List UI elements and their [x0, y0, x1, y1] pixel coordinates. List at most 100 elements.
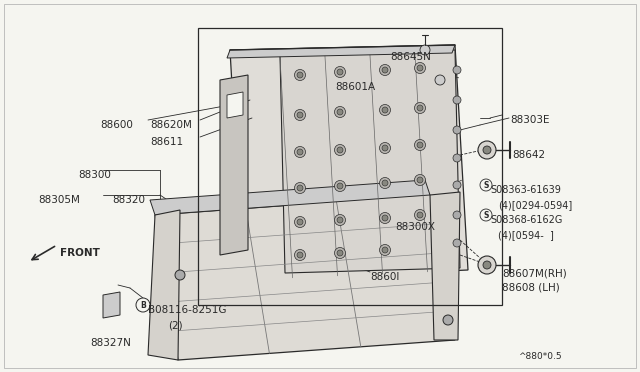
Circle shape	[380, 105, 390, 115]
Circle shape	[294, 109, 305, 121]
Circle shape	[335, 215, 346, 225]
Circle shape	[297, 149, 303, 155]
Circle shape	[453, 181, 461, 189]
Circle shape	[453, 154, 461, 162]
Text: 88645N: 88645N	[390, 52, 431, 62]
Text: S08363-61639: S08363-61639	[490, 185, 561, 195]
Circle shape	[453, 211, 461, 219]
Circle shape	[297, 185, 303, 191]
Circle shape	[335, 67, 346, 77]
Circle shape	[417, 212, 423, 218]
Polygon shape	[155, 195, 455, 360]
Text: S: S	[483, 180, 489, 189]
Circle shape	[335, 144, 346, 155]
Circle shape	[382, 145, 388, 151]
Circle shape	[297, 219, 303, 225]
Text: 88601A: 88601A	[335, 82, 375, 92]
Circle shape	[382, 215, 388, 221]
Circle shape	[337, 250, 343, 256]
Polygon shape	[150, 180, 430, 215]
Text: 88607M(RH): 88607M(RH)	[502, 268, 567, 278]
Circle shape	[415, 209, 426, 221]
Text: 8860I: 8860I	[370, 272, 399, 282]
Bar	[198, 28, 502, 305]
Circle shape	[415, 103, 426, 113]
Circle shape	[480, 209, 492, 221]
Circle shape	[335, 106, 346, 118]
Text: B08116-8251G: B08116-8251G	[148, 305, 227, 315]
Text: 88642: 88642	[512, 150, 545, 160]
Polygon shape	[230, 45, 468, 280]
Circle shape	[453, 96, 461, 104]
Text: 88303E: 88303E	[510, 115, 550, 125]
Circle shape	[453, 239, 461, 247]
Circle shape	[335, 247, 346, 259]
Circle shape	[483, 261, 491, 269]
Circle shape	[478, 141, 496, 159]
Circle shape	[136, 298, 150, 312]
Circle shape	[483, 146, 491, 154]
Circle shape	[443, 315, 453, 325]
Circle shape	[297, 252, 303, 258]
Circle shape	[380, 244, 390, 256]
Circle shape	[478, 256, 496, 274]
Circle shape	[417, 142, 423, 148]
Text: 88320: 88320	[112, 195, 145, 205]
Circle shape	[294, 250, 305, 260]
Polygon shape	[227, 92, 243, 118]
Circle shape	[380, 177, 390, 189]
Polygon shape	[220, 75, 248, 255]
Text: S: S	[483, 211, 489, 219]
Circle shape	[415, 62, 426, 74]
Circle shape	[175, 270, 185, 280]
Text: 88300: 88300	[78, 170, 111, 180]
Polygon shape	[148, 210, 180, 360]
Circle shape	[337, 217, 343, 223]
Circle shape	[337, 183, 343, 189]
Circle shape	[337, 109, 343, 115]
Circle shape	[294, 70, 305, 80]
Circle shape	[453, 126, 461, 134]
Circle shape	[380, 212, 390, 224]
Circle shape	[380, 64, 390, 76]
Circle shape	[417, 105, 423, 111]
Text: (4)[0294-0594]: (4)[0294-0594]	[498, 200, 572, 210]
Text: FRONT: FRONT	[60, 248, 100, 258]
Circle shape	[415, 140, 426, 151]
Text: S08368-6162G: S08368-6162G	[490, 215, 563, 225]
Circle shape	[417, 65, 423, 71]
Text: (2): (2)	[168, 320, 182, 330]
Circle shape	[297, 72, 303, 78]
Circle shape	[294, 183, 305, 193]
Polygon shape	[227, 45, 455, 58]
Circle shape	[294, 217, 305, 228]
Text: 88327N: 88327N	[90, 338, 131, 348]
Text: B: B	[140, 301, 146, 310]
Polygon shape	[280, 50, 460, 273]
Text: 88300X: 88300X	[395, 222, 435, 232]
Text: (4)[0594-  ]: (4)[0594- ]	[498, 230, 554, 240]
Polygon shape	[430, 192, 460, 340]
Text: 88305M: 88305M	[38, 195, 80, 205]
Circle shape	[382, 107, 388, 113]
Circle shape	[382, 247, 388, 253]
Circle shape	[420, 45, 430, 55]
Circle shape	[415, 174, 426, 186]
Text: 88600: 88600	[100, 120, 133, 130]
Circle shape	[297, 112, 303, 118]
Circle shape	[480, 179, 492, 191]
Text: ^880*0.5: ^880*0.5	[518, 352, 562, 361]
Circle shape	[435, 75, 445, 85]
Circle shape	[380, 142, 390, 154]
Circle shape	[382, 67, 388, 73]
Circle shape	[294, 147, 305, 157]
Circle shape	[337, 69, 343, 75]
Text: 88620M: 88620M	[150, 120, 192, 130]
Circle shape	[382, 180, 388, 186]
Circle shape	[335, 180, 346, 192]
Circle shape	[417, 177, 423, 183]
Text: 88611: 88611	[150, 137, 183, 147]
Polygon shape	[103, 292, 120, 318]
Circle shape	[337, 147, 343, 153]
Circle shape	[453, 66, 461, 74]
